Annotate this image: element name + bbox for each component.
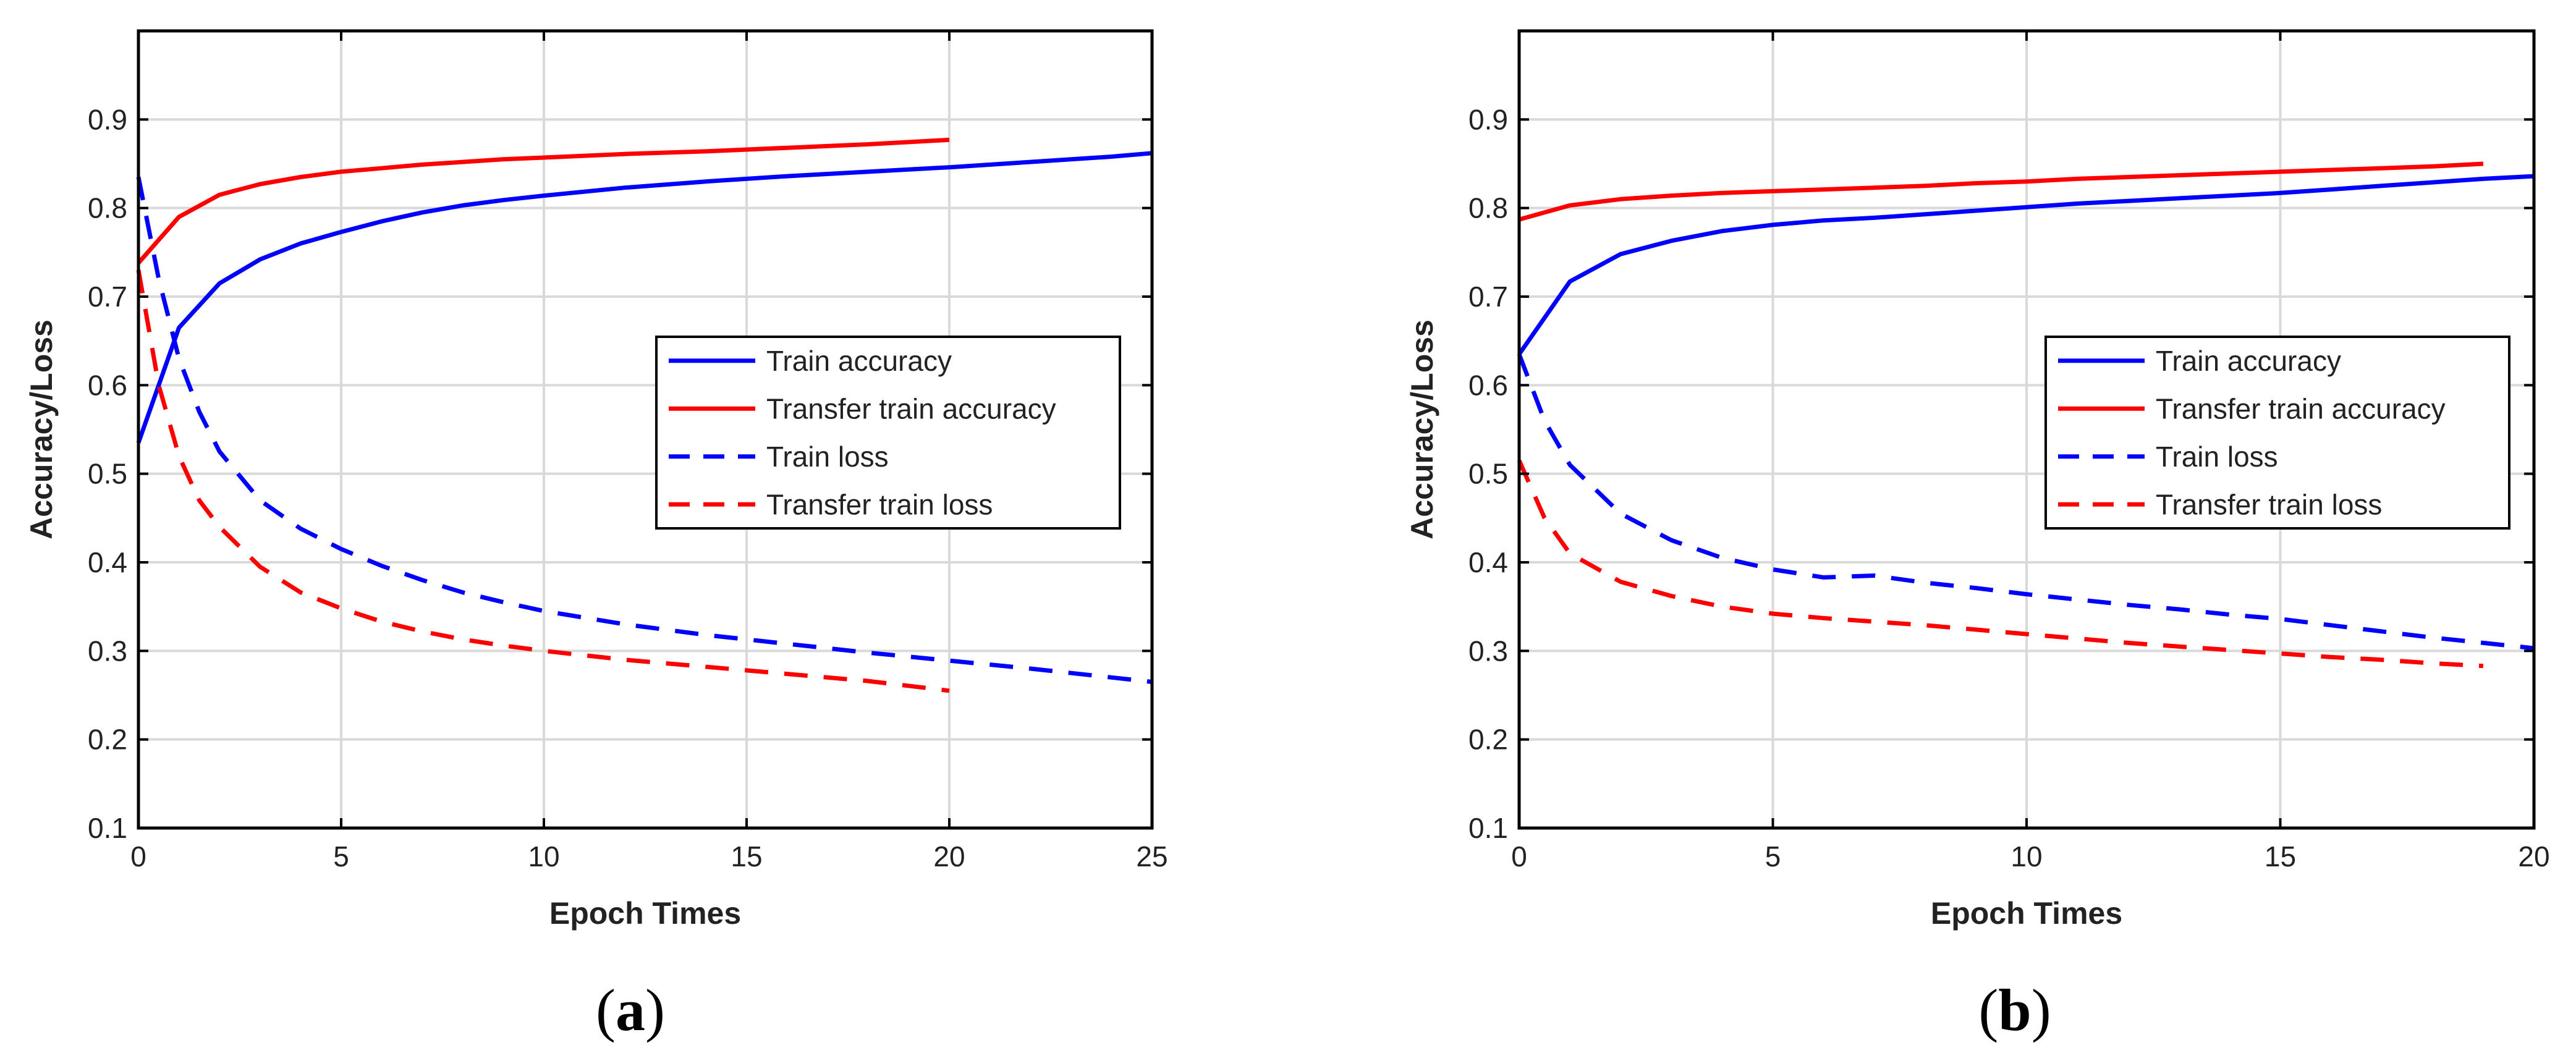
legend-label: Transfer train loss <box>2156 488 2382 520</box>
y-tick-label: 0.1 <box>1468 812 1508 844</box>
legend-box <box>655 336 1121 530</box>
y-tick-label: 0.8 <box>88 192 127 224</box>
y-tick-label: 0.2 <box>1468 724 1508 756</box>
y-tick-label: 0.5 <box>88 458 127 490</box>
chart-panel-a: 0 5 10 15 20 25 0.1 0.2 0.3 0.4 0.5 0.6 0.7 0.8 0.9 Epo… <box>24 29 1168 931</box>
y-tick-label: 0.5 <box>1468 458 1508 490</box>
x-tick-label: 25 <box>1136 840 1167 873</box>
legend: Train accuracy Transfer train accuracy Tra… <box>2044 336 2510 530</box>
caption-a-letter: a <box>616 977 645 1043</box>
y-tick-label: 0.2 <box>88 724 127 756</box>
x-tick-label: 15 <box>2265 840 2296 873</box>
x-tick-label: 10 <box>528 840 559 873</box>
chart-panel-b: 0 5 10 15 20 0.1 0.2 0.3 0.4 0.5 0.6 0.7 0.8 0.9 Epoch… <box>1405 29 2550 931</box>
series-line-transfer-train-accuracy <box>137 137 950 264</box>
y-tick-label: 0.7 <box>88 281 127 313</box>
y-axis-label: Accuracy/Loss <box>1405 319 1439 539</box>
caption-b: (b) <box>1978 977 2051 1043</box>
legend-label: Transfer train loss <box>766 488 993 520</box>
legend: Train accuracy Transfer train accuracy Tra… <box>655 336 1121 530</box>
y-axis-label: Accuracy/Loss <box>24 319 59 539</box>
y-tick-label: 0.1 <box>88 812 127 844</box>
x-tick-label: 15 <box>731 840 762 873</box>
x-axis-label: Epoch Times <box>1931 896 2122 931</box>
y-tick-label: 0.3 <box>88 635 127 667</box>
series-line-transfer-train-loss <box>136 269 950 693</box>
series-line-train-loss <box>1517 353 2535 651</box>
y-tick-label: 0.4 <box>88 546 127 578</box>
x-tick-label: 5 <box>1765 840 1781 873</box>
legend-label: Train loss <box>766 441 889 473</box>
x-tick-label: 10 <box>2010 840 2042 873</box>
y-tick-label: 0.4 <box>1468 546 1508 578</box>
caption-a: (a) <box>596 977 665 1043</box>
y-tick-label: 0.9 <box>1468 103 1508 135</box>
legend-label: Train accuracy <box>766 345 952 377</box>
axes-box <box>137 29 1154 830</box>
caption-b-letter: b <box>1998 977 2032 1043</box>
series-line-transfer-train-loss <box>1517 459 2484 669</box>
y-tick-label: 0.6 <box>88 369 127 401</box>
series-line-train-loss <box>136 176 1153 684</box>
legend-label: Train accuracy <box>2156 345 2341 377</box>
x-tick-label: 5 <box>333 840 349 873</box>
y-tick-label: 0.9 <box>88 103 127 135</box>
series-line-train-accuracy <box>136 151 1153 444</box>
y-tick-label: 0.3 <box>1468 635 1508 667</box>
series-line-train-accuracy <box>1517 174 2535 356</box>
series-line-transfer-train-accuracy <box>1519 161 2484 222</box>
x-tick-label: 0 <box>1511 840 1527 873</box>
x-tick-label: 20 <box>2518 840 2549 873</box>
legend-label: Transfer train accuracy <box>766 392 1056 425</box>
y-tick-label: 0.6 <box>1468 369 1508 401</box>
legend-label: Train loss <box>2156 441 2278 473</box>
legend-label: Transfer train accuracy <box>2156 392 2446 425</box>
x-tick-label: 20 <box>933 840 965 873</box>
legend-box <box>2044 336 2510 530</box>
y-tick-label: 0.8 <box>1468 192 1508 224</box>
x-tick-label: 0 <box>130 840 146 873</box>
x-axis-label: Epoch Times <box>549 896 741 931</box>
y-tick-label: 0.7 <box>1468 281 1508 313</box>
